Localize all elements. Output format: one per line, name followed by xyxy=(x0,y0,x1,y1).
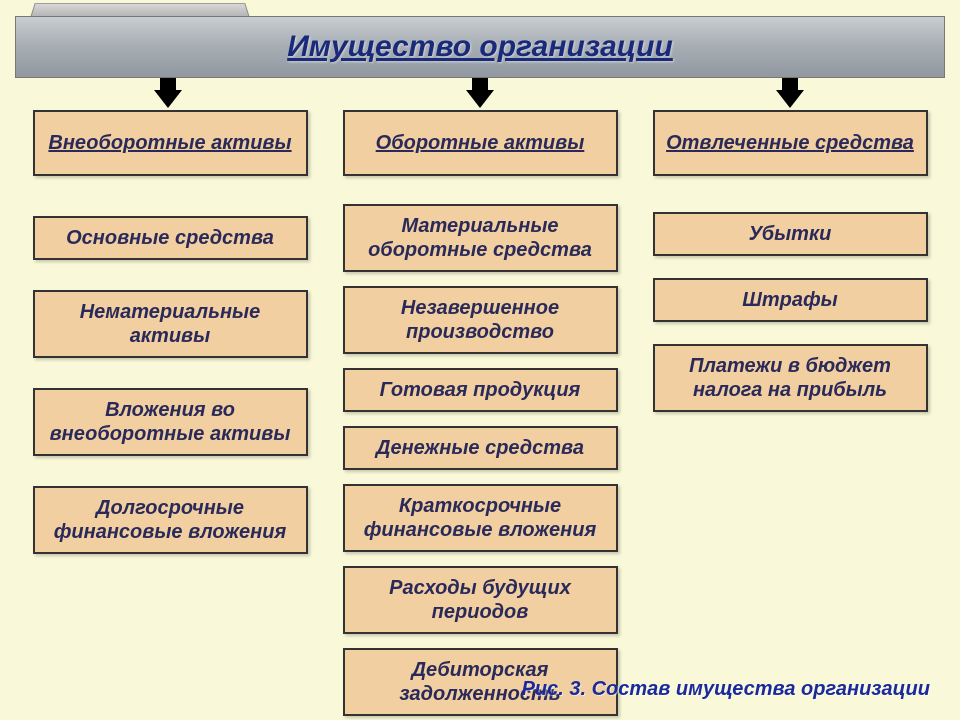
header-bar: Имущество организации xyxy=(15,16,945,78)
arrow-right xyxy=(776,90,804,108)
box-longterm-financial: Долгосрочные финансовые вложения xyxy=(33,486,308,554)
box-fines: Штрафы xyxy=(653,278,928,322)
arrow-left xyxy=(154,90,182,108)
box-cash: Денежные средства xyxy=(343,426,618,470)
column-middle: Оборотные активы Материальные оборотные … xyxy=(335,110,625,720)
box-material-current: Материальные оборотные средства xyxy=(343,204,618,272)
box-work-in-progress: Незавершенное производство xyxy=(343,286,618,354)
box-finished-goods: Готовая продукция xyxy=(343,368,618,412)
column-right: Отвлеченные средства Убытки Штрафы Плате… xyxy=(645,110,935,720)
box-deferred-expenses: Расходы будущих периодов xyxy=(343,566,618,634)
box-shortterm-financial: Краткосрочные финансовые вложения xyxy=(343,484,618,552)
box-intangible-assets: Нематериальные активы xyxy=(33,290,308,358)
arrow-mid xyxy=(466,90,494,108)
box-investments-noncurrent: Вложения во внеоборотные активы xyxy=(33,388,308,456)
box-tax-payments: Платежи в бюджет налога на прибыль xyxy=(653,344,928,412)
figure-caption: Рис. 3. Состав имущества организации xyxy=(522,677,930,702)
category-noncurrent-assets: Внеоборотные активы xyxy=(33,110,308,176)
columns-container: Внеоборотные активы Основные средства Не… xyxy=(0,110,960,720)
header-title: Имущество организации xyxy=(287,30,673,64)
category-current-assets: Оборотные активы xyxy=(343,110,618,176)
column-left: Внеоборотные активы Основные средства Не… xyxy=(25,110,315,720)
box-losses: Убытки xyxy=(653,212,928,256)
box-fixed-assets: Основные средства xyxy=(33,216,308,260)
category-diverted-funds: Отвлеченные средства xyxy=(653,110,928,176)
